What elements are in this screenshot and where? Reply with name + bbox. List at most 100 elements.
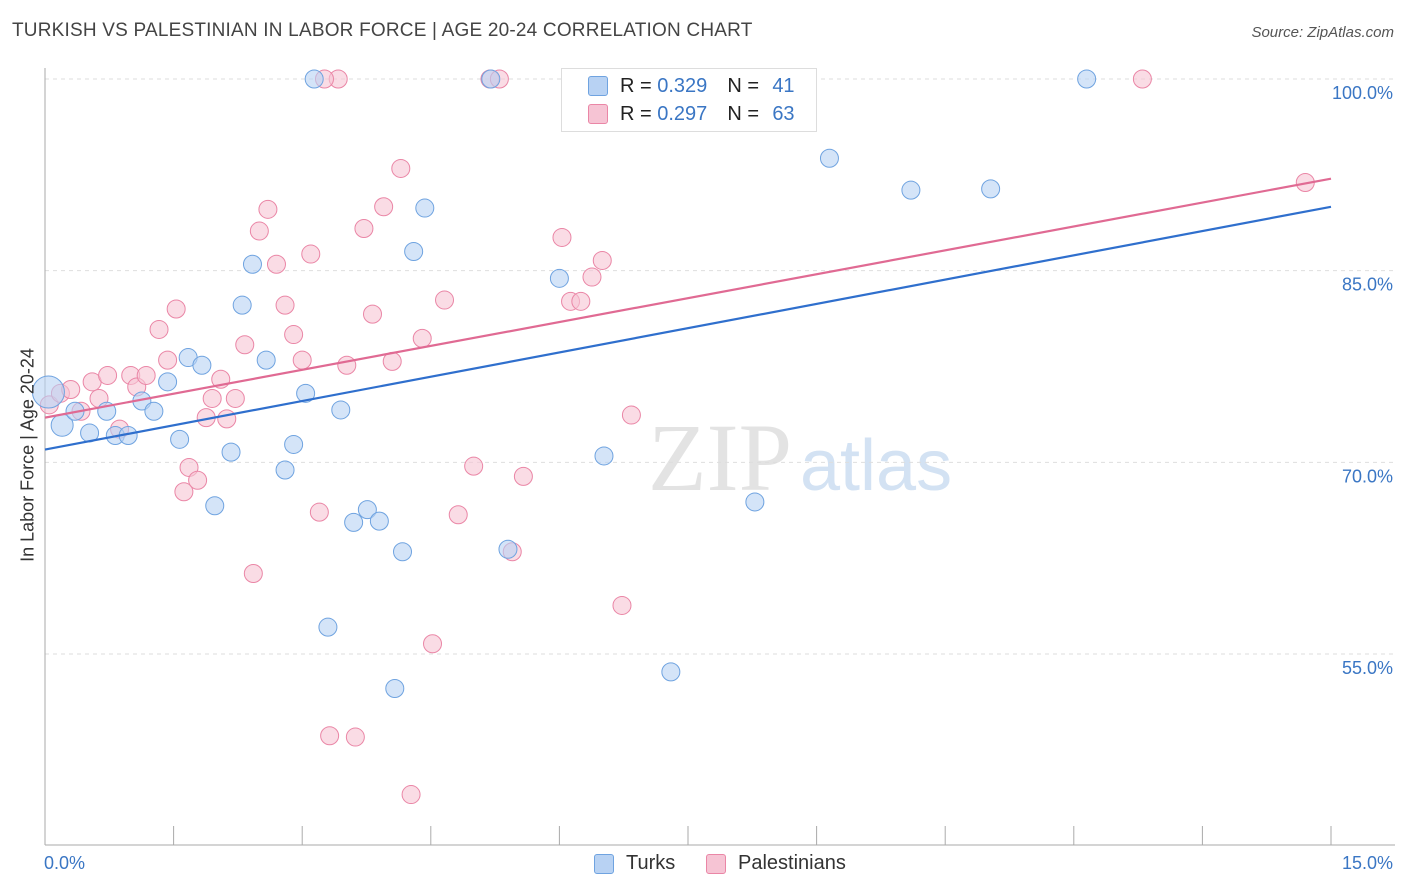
bottom-legend-turks: Turks [594,852,675,875]
palestinians-point-29 [292,350,312,370]
palestinians-point-36 [354,219,374,238]
palestinians-point-16 [188,470,208,490]
turks-point-20 [296,383,316,403]
palestinians-point-34 [337,355,357,375]
turks-r-value: 0.329 [657,74,708,97]
palestinians-point-27 [275,295,295,315]
palestinians-point-55 [592,250,612,270]
palestinians-trend-line [44,177,1332,419]
palestinians-point-50 [513,466,533,486]
palestinians-point-38 [374,197,394,217]
palestinians-point-10 [136,365,156,385]
turks-point-26 [369,511,389,531]
turks-point-24 [344,512,364,532]
turks-point-15 [232,295,252,315]
palestinians-r-label: R = [620,102,658,125]
palestinians-point-56 [612,595,632,615]
palestinians-point-20 [217,409,237,429]
turks-point-28 [393,542,413,562]
turks-point-14 [221,442,241,462]
legend-row-palestinians: R = 0.297 N = 63 [588,101,795,127]
palestinians-point-54 [582,267,602,287]
turks-point-12 [192,355,212,375]
turks-point-23 [331,400,351,420]
turks-point-29 [404,242,424,261]
turks-point-36 [745,492,765,512]
palestinians-point-35 [345,727,365,747]
turks-point-40 [1077,69,1097,89]
turks-point-37 [819,148,839,168]
bottom-turks-swatch [594,853,614,874]
y-tick-label-1: 70.0% [1342,466,1393,486]
palestinians-n-label: N = [727,102,765,125]
turks-point-38 [901,180,921,200]
bottom-turks-label: Turks [626,852,676,874]
palestinians-point-37 [363,304,383,324]
turks-point-18 [275,460,295,480]
y-tick-label-2: 85.0% [1342,275,1393,295]
palestinians-point-40 [391,158,411,178]
turks-point-19 [284,434,304,454]
turks-point-9 [158,372,178,392]
turks-r-label: R = [620,74,658,97]
palestinians-point-25 [258,199,278,219]
turks-point-34 [594,446,614,466]
y-tick-label-3: 100.0% [1332,83,1393,103]
turks-point-30 [415,198,435,218]
turks-point-39 [981,179,1001,199]
turks-point-0 [31,375,65,409]
palestinians-point-44 [435,290,455,310]
watermark-atlas: atlas [800,426,952,506]
turks-point-33 [549,268,569,288]
x-tick-label-0: 0.0% [44,853,85,873]
palestinians-point-31 [309,502,329,522]
turks-point-17 [256,350,276,370]
palestinians-point-26 [266,254,286,274]
legend-row-turks: R = 0.329 N = 41 [588,73,795,99]
palestinians-point-46 [464,456,484,476]
palestinians-point-45 [448,505,468,525]
bottom-palestinians-swatch [706,853,726,874]
palestinians-point-57 [621,405,641,425]
turks-point-21 [304,69,324,89]
turks-point-32 [498,539,518,559]
palestinians-point-59 [1132,69,1152,89]
palestinians-point-23 [243,564,263,583]
source-label: Source: ZipAtlas.com [1251,24,1394,41]
palestinians-point-18 [202,388,222,408]
palestinians-point-12 [158,350,178,370]
palestinians-point-14 [174,482,194,502]
turks-point-25 [357,500,377,520]
turks-point-35 [661,662,681,682]
y-axis-label: In Labor Force | Age 20-24 [17,348,38,562]
y-tick-label-0: 55.0% [1342,658,1393,678]
palestinians-n-value: 63 [772,102,795,125]
palestinians-point-28 [284,325,304,345]
turks-n-label: N = [727,74,765,97]
turks-point-27 [385,679,405,698]
x-tick-label-1: 15.0% [1342,853,1393,873]
palestinians-point-43 [423,634,443,654]
turks-point-10 [170,429,190,449]
turks-swatch [588,76,608,96]
palestinians-point-22 [235,335,255,355]
turks-point-31 [481,69,501,89]
turks-point-13 [205,496,225,516]
watermark-zip: ZIP [648,404,792,511]
turks-point-16 [242,254,262,274]
correlation-legend: R = 0.329 N = 41 R = 0.297 N = 63 [561,68,817,132]
turks-point-22 [318,617,338,637]
palestinians-point-24 [249,221,269,241]
chart-title: TURKISH VS PALESTINIAN IN LABOR FORCE | … [12,20,753,41]
palestinians-point-42 [412,328,432,348]
turks-point-8 [144,401,164,421]
palestinians-point-32 [320,726,340,746]
palestinians-r-value: 0.297 [657,102,708,125]
palestinians-point-41 [401,785,421,805]
palestinians-point-21 [225,388,245,408]
palestinians-point-13 [166,299,186,319]
palestinians-point-6 [98,365,118,385]
palestinians-point-53 [571,291,591,311]
palestinians-point-11 [149,319,169,339]
